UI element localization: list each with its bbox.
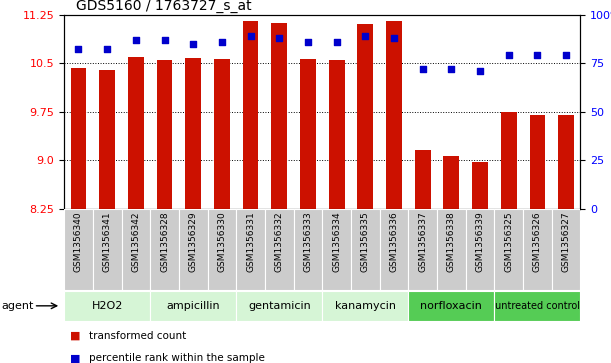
Bar [494,291,580,321]
Bar [64,291,150,321]
Bar [329,60,345,209]
Bar [437,209,466,290]
Text: GSM1356339: GSM1356339 [475,211,485,272]
Text: GSM1356341: GSM1356341 [103,211,112,272]
Text: GSM1356340: GSM1356340 [74,211,83,272]
Bar [552,209,580,290]
Bar [415,150,431,209]
Bar [156,60,172,209]
Text: GSM1356338: GSM1356338 [447,211,456,272]
Bar [64,209,93,290]
Bar [122,209,150,290]
Point [188,41,198,46]
Bar [93,209,122,290]
Bar [300,58,316,209]
Text: GSM1356327: GSM1356327 [562,211,571,272]
Text: ■: ■ [70,353,81,363]
Point [504,52,514,58]
Bar [100,70,115,209]
Bar [530,115,545,209]
Point [418,66,428,72]
Bar [444,156,459,209]
Bar [128,57,144,209]
Bar [472,162,488,209]
Text: transformed count: transformed count [89,331,186,341]
Bar [150,209,179,290]
Bar [501,112,517,209]
Point [562,52,571,58]
Point [73,46,83,52]
Text: gentamicin: gentamicin [248,301,310,311]
Bar [408,291,494,321]
Bar [236,291,323,321]
Bar [71,68,86,209]
Bar [265,209,294,290]
Bar [243,21,258,209]
Text: GDS5160 / 1763727_s_at: GDS5160 / 1763727_s_at [76,0,252,13]
Text: GSM1356336: GSM1356336 [389,211,398,272]
Text: ■: ■ [70,331,81,341]
Text: norfloxacin: norfloxacin [420,301,482,311]
Point [246,33,255,39]
Text: percentile rank within the sample: percentile rank within the sample [89,353,265,363]
Bar [523,209,552,290]
Point [475,68,485,74]
Text: GSM1356335: GSM1356335 [361,211,370,272]
Bar [466,209,494,290]
Text: GSM1356333: GSM1356333 [304,211,312,272]
Point [131,37,141,43]
Point [274,35,284,41]
Bar [271,23,287,209]
Text: GSM1356342: GSM1356342 [131,211,141,272]
Bar [357,24,373,209]
Text: ampicillin: ampicillin [166,301,220,311]
Bar [323,209,351,290]
Bar [408,209,437,290]
Bar [323,291,408,321]
Text: H2O2: H2O2 [92,301,123,311]
Point [303,39,313,45]
Point [102,46,112,52]
Bar [386,21,402,209]
Text: GSM1356328: GSM1356328 [160,211,169,272]
Text: GSM1356329: GSM1356329 [189,211,198,272]
Bar [294,209,323,290]
Bar [185,58,201,209]
Bar [236,209,265,290]
Text: GSM1356330: GSM1356330 [218,211,227,272]
Bar [379,209,408,290]
Text: kanamycin: kanamycin [335,301,396,311]
Point [389,35,399,41]
Text: GSM1356331: GSM1356331 [246,211,255,272]
Bar [179,209,208,290]
Point [447,66,456,72]
Point [360,33,370,39]
Point [533,52,543,58]
Bar [208,209,236,290]
Text: GSM1356334: GSM1356334 [332,211,341,272]
Point [159,37,169,43]
Text: GSM1356332: GSM1356332 [275,211,284,272]
Text: GSM1356326: GSM1356326 [533,211,542,272]
Bar [214,59,230,209]
Text: agent: agent [1,301,34,311]
Text: GSM1356337: GSM1356337 [418,211,427,272]
Bar [494,209,523,290]
Bar [351,209,379,290]
Text: GSM1356325: GSM1356325 [504,211,513,272]
Point [217,39,227,45]
Bar [558,115,574,209]
Bar [150,291,236,321]
Point [332,39,342,45]
Text: untreated control: untreated control [495,301,580,311]
